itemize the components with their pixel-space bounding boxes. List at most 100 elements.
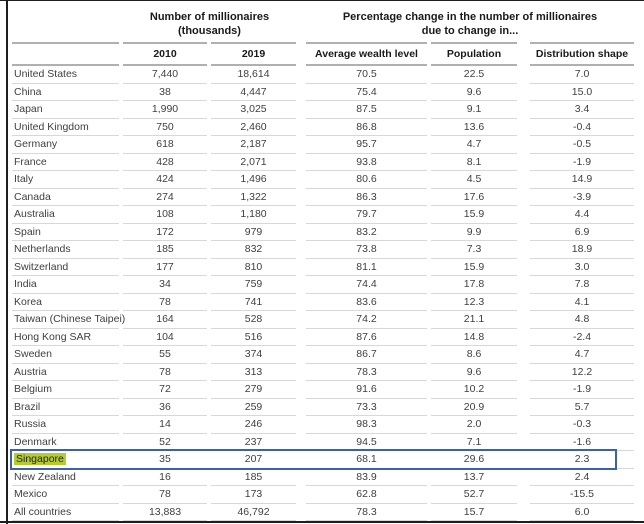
value-cell: 428 — [123, 154, 207, 171]
table-row: Taiwan (Chinese Taipei) 164 528 74.2 21.1 4.8 — [12, 311, 634, 329]
country-cell: Korea — [12, 294, 119, 311]
value-cell: 38 — [123, 84, 207, 101]
value-cell: 46,792 — [211, 504, 296, 521]
value-cell: 2,187 — [211, 136, 296, 154]
value-cell: 83.2 — [306, 224, 427, 241]
table-row: Italy 424 1,496 80.6 4.5 14.9 — [12, 171, 634, 189]
table-row: China 38 4,447 75.4 9.6 15.0 — [12, 84, 634, 101]
value-cell: 35 — [123, 451, 207, 469]
table-row: India 34 759 74.4 17.8 7.8 — [12, 276, 634, 294]
value-cell: 516 — [211, 329, 296, 346]
country-cell: Austria — [12, 364, 119, 381]
value-cell: 62.8 — [306, 486, 427, 504]
value-cell: -0.4 — [530, 119, 634, 136]
value-cell: 86.8 — [306, 119, 427, 136]
country-cell: Canada — [12, 189, 119, 206]
value-cell: 93.8 — [306, 154, 427, 171]
value-cell: 9.6 — [431, 84, 517, 101]
value-cell: 3.4 — [530, 101, 634, 119]
value-cell: 79.7 — [306, 206, 427, 224]
country-cell: Sweden — [12, 346, 119, 364]
millionaires-table: Number of millionaires (thousands) Perce… — [10, 6, 634, 521]
value-cell: 7,440 — [123, 66, 207, 84]
table-row: All countries 13,883 46,792 78.3 15.7 6.0 — [12, 504, 634, 521]
value-cell: 52 — [123, 434, 207, 451]
value-cell: 15.9 — [431, 259, 517, 276]
value-cell: 2.3 — [530, 451, 634, 469]
value-cell: 78.3 — [306, 364, 427, 381]
table-row: Denmark 52 237 94.5 7.1 -1.6 — [12, 434, 634, 451]
value-cell: -0.3 — [530, 416, 634, 434]
value-cell: 78.3 — [306, 504, 427, 521]
value-cell: 4.4 — [530, 206, 634, 224]
column-header-row: 2010 2019 Average wealth level Populatio… — [12, 42, 634, 66]
value-cell: 6.0 — [530, 504, 634, 521]
frame-left-border — [6, 0, 8, 524]
value-cell: 80.6 — [306, 171, 427, 189]
value-cell: 73.8 — [306, 241, 427, 259]
value-cell: 15.0 — [530, 84, 634, 101]
value-cell: 68.1 — [306, 451, 427, 469]
country-cell: Brazil — [12, 399, 119, 416]
value-cell: 86.7 — [306, 346, 427, 364]
country-cell: Switzerland — [12, 259, 119, 276]
value-cell: 21.1 — [431, 311, 517, 329]
table-body: United States 7,440 18,614 70.5 22.5 7.0 China… — [10, 66, 634, 521]
table-row: United Kingdom 750 2,460 86.8 13.6 -0.4 — [12, 119, 634, 136]
value-cell: 374 — [211, 346, 296, 364]
value-cell: 164 — [123, 311, 207, 329]
table-row: Brazil 36 259 73.3 20.9 5.7 — [12, 399, 634, 416]
value-cell: 16 — [123, 469, 207, 486]
value-cell: 8.1 — [431, 154, 517, 171]
value-cell: 246 — [211, 416, 296, 434]
value-cell: 4.8 — [530, 311, 634, 329]
value-cell: 177 — [123, 259, 207, 276]
value-cell: 52.7 — [431, 486, 517, 504]
value-cell: 29.6 — [431, 451, 517, 469]
value-cell: 2,071 — [211, 154, 296, 171]
table-row: Netherlands 185 832 73.8 7.3 18.9 — [12, 241, 634, 259]
table-row: Canada 274 1,322 86.3 17.6 -3.9 — [12, 189, 634, 206]
value-cell: -1.9 — [530, 154, 634, 171]
value-cell: 5.7 — [530, 399, 634, 416]
country-cell: Hong Kong SAR — [12, 329, 119, 346]
country-cell: Germany — [12, 136, 119, 154]
country-cell: Mexico — [12, 486, 119, 504]
value-cell: 78 — [123, 486, 207, 504]
country-cell: Netherlands — [12, 241, 119, 259]
value-cell: 4.7 — [431, 136, 517, 154]
value-cell: 78 — [123, 364, 207, 381]
country-cell: United Kingdom — [12, 119, 119, 136]
value-cell: 17.6 — [431, 189, 517, 206]
column-header-country — [12, 42, 119, 66]
table-row: Korea 78 741 83.6 12.3 4.1 — [12, 294, 634, 311]
value-cell: 83.9 — [306, 469, 427, 486]
value-cell: 741 — [211, 294, 296, 311]
column-header-average-wealth-level: Average wealth level — [306, 42, 427, 66]
value-cell: -0.5 — [530, 136, 634, 154]
value-cell: -1.6 — [530, 434, 634, 451]
highlighted-country-label: Singapore — [14, 453, 66, 465]
value-cell: 173 — [211, 486, 296, 504]
value-cell: 13.6 — [431, 119, 517, 136]
table-row: Spain 172 979 83.2 9.9 6.9 — [12, 224, 634, 241]
table-row: Japan 1,990 3,025 87.5 9.1 3.4 — [12, 101, 634, 119]
group-header-percentage-change: Percentage change in the number of milli… — [306, 10, 634, 38]
value-cell: 3.0 — [530, 259, 634, 276]
value-cell: 979 — [211, 224, 296, 241]
value-cell: 86.3 — [306, 189, 427, 206]
value-cell: 750 — [123, 119, 207, 136]
country-cell: United States — [12, 66, 119, 84]
value-cell: 7.0 — [530, 66, 634, 84]
country-cell: Denmark — [12, 434, 119, 451]
value-cell: 832 — [211, 241, 296, 259]
country-cell: Singapore — [12, 451, 119, 469]
value-cell: 15.9 — [431, 206, 517, 224]
value-cell: 4,447 — [211, 84, 296, 101]
value-cell: 172 — [123, 224, 207, 241]
value-cell: 81.1 — [306, 259, 427, 276]
country-cell: India — [12, 276, 119, 294]
country-cell: China — [12, 84, 119, 101]
value-cell: 9.6 — [431, 364, 517, 381]
